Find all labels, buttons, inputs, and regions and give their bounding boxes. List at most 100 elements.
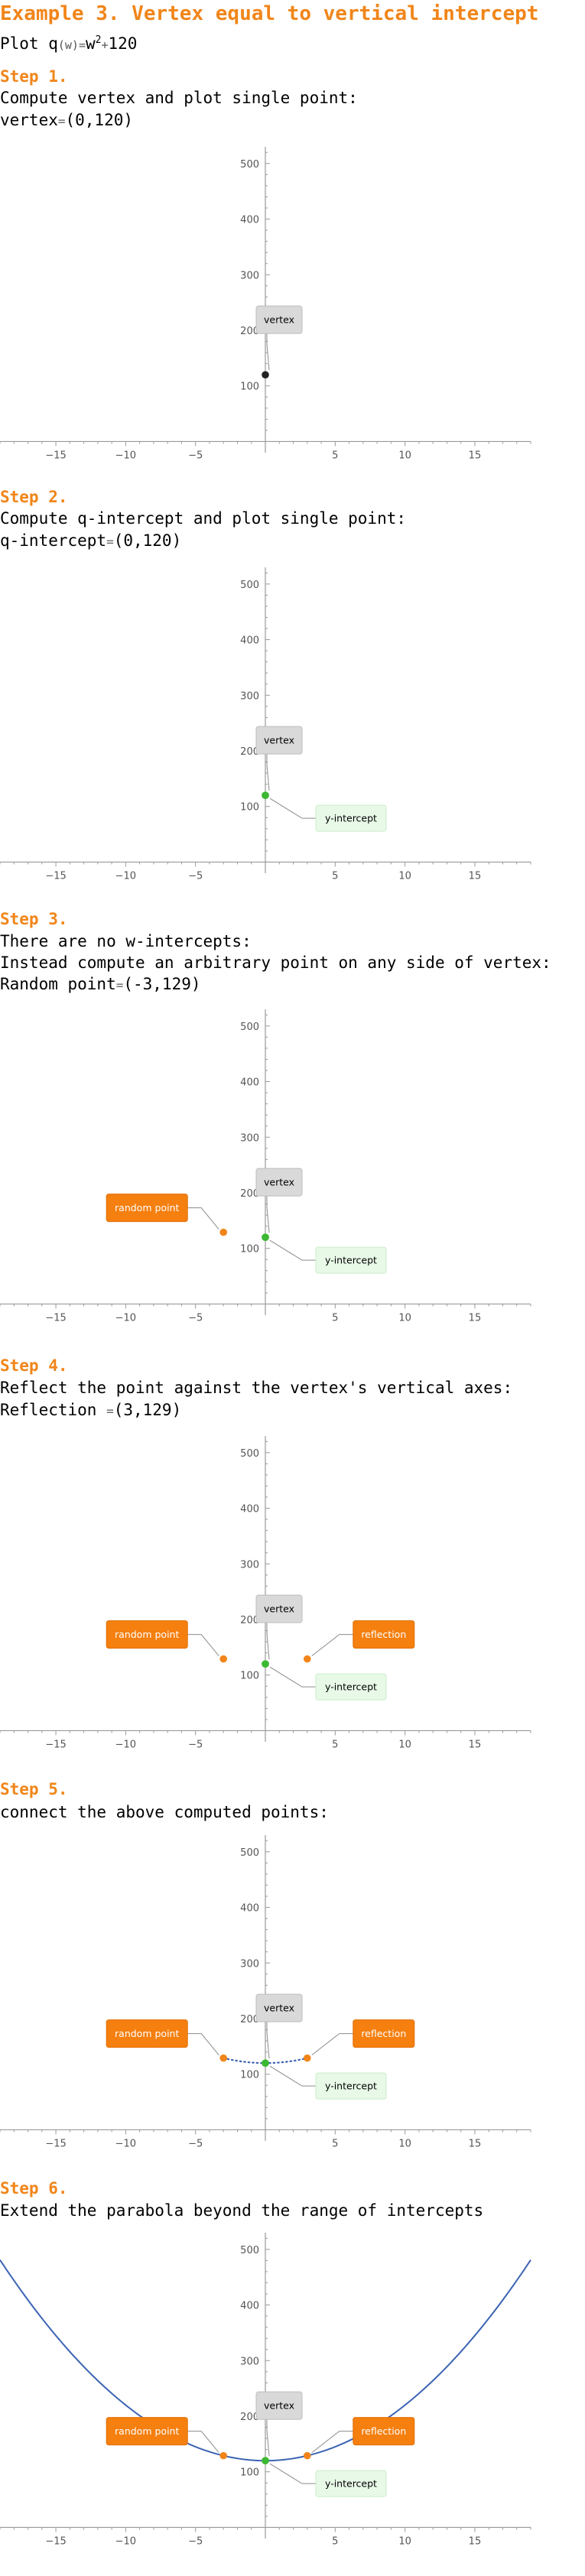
callout-box (315, 804, 387, 832)
callout-label: y-intercept (325, 2478, 377, 2490)
y-tick-label: 100 (240, 1244, 259, 1256)
data-point (219, 1655, 228, 1663)
callout-connector (266, 1196, 270, 1233)
y-tick-label: 400 (240, 2301, 259, 2312)
chart-step-1: −15 −10 −5 5 10 15 100 200 300 400 500 vertex (0, 147, 531, 461)
callout-label: vertex (264, 1603, 294, 1615)
callout-connector (266, 754, 270, 791)
rhs-constant: 120 (108, 34, 138, 53)
x-tick-label: −5 (188, 450, 203, 461)
data-point (262, 2457, 269, 2464)
x-tick-label: −5 (188, 2138, 203, 2149)
result-name: vertex (0, 111, 58, 129)
callout-label: vertex (264, 735, 294, 746)
callout-label: reflection (361, 2425, 406, 2437)
x-tick-label: 5 (332, 1739, 338, 1750)
callout-box (106, 2417, 188, 2446)
callout-box (106, 2019, 188, 2048)
x-tick-label: −10 (115, 870, 136, 882)
x-tick-label: 5 (332, 2138, 338, 2149)
callout-label: random point (115, 1202, 179, 1213)
step-4-label: Step 4. (0, 1356, 68, 1375)
chart-step-3: −15 −10 −5 5 10 15 100 200 300 400 500 vertex y-inte… (0, 1009, 531, 1324)
data-point (262, 791, 269, 799)
callout-connector (187, 2033, 219, 2055)
result-value: (-3,129) (123, 975, 201, 993)
x-tick-label: −10 (115, 450, 136, 461)
x-tick-label: 10 (398, 1739, 411, 1750)
y-tick-label: 200 (240, 2014, 259, 2025)
data-point (303, 1655, 311, 1663)
x-tick-label: −5 (188, 1739, 203, 1750)
callout-connector (187, 2431, 219, 2453)
callout-box (255, 726, 303, 755)
callout-box (106, 1194, 188, 1223)
callout-label: reflection (361, 1629, 406, 1640)
y-tick-label: 500 (240, 1448, 259, 1460)
step-6-label: Step 6. (0, 2179, 68, 2198)
callout-connector (311, 1634, 353, 1657)
y-tick-label: 100 (240, 802, 259, 814)
callout-box (315, 2470, 387, 2497)
callout-connector (266, 2419, 270, 2457)
function-name: Plot q (0, 34, 58, 53)
function-arg: (w) (57, 38, 79, 52)
callout-box (255, 1168, 303, 1197)
result-value: (0,120) (65, 111, 134, 129)
plus-sign: + (101, 38, 109, 52)
x-tick-label: −15 (45, 2138, 66, 2149)
y-tick-label: 100 (240, 2467, 259, 2479)
chart-step-4: −15 −10 −5 5 10 15 100 200 300 400 500 vertex y-inte… (0, 1436, 531, 1750)
equals-sign: = (78, 38, 86, 52)
y-tick-label: 100 (240, 1671, 259, 1682)
step-2-result: q-intercept=(0,120) (0, 529, 181, 554)
x-tick-label: 5 (332, 1312, 338, 1324)
step-1-label: Step 1. (0, 67, 68, 86)
step-1-result: vertex=(0,120) (0, 109, 133, 133)
y-tick-label: 100 (240, 382, 259, 393)
callout-connector (187, 1207, 219, 1230)
x-tick-label: −5 (188, 1312, 203, 1324)
step-3-text-2: Instead compute an arbitrary point on an… (0, 953, 551, 972)
x-tick-label: −10 (115, 2138, 136, 2149)
callout-box (255, 2391, 303, 2420)
x-tick-label: 15 (469, 870, 482, 882)
callout-label: vertex (264, 314, 294, 326)
y-tick-label: 300 (240, 1559, 259, 1571)
y-tick-label: 400 (240, 1903, 259, 1915)
callout-label: vertex (264, 2400, 294, 2412)
callout-box (315, 2072, 387, 2100)
callout-box (315, 1246, 387, 1274)
callout-label: vertex (264, 1177, 294, 1188)
y-tick-label: 500 (240, 2245, 259, 2256)
step-1-text: Compute vertex and plot single point: (0, 89, 358, 107)
x-tick-label: 5 (332, 450, 338, 461)
result-value: (0,120) (113, 531, 182, 550)
x-tick-label: −15 (45, 450, 66, 461)
y-tick-label: 400 (240, 1077, 259, 1089)
x-tick-label: −15 (45, 870, 66, 882)
chart-step-2: −15 −10 −5 5 10 15 100 200 300 400 500 vertex y-inte… (0, 567, 531, 882)
callout-connector (266, 2022, 270, 2059)
callout-connector (311, 2431, 353, 2454)
callout-connector (311, 2033, 353, 2056)
step-2-text: Compute q-intercept and plot single poin… (0, 509, 407, 528)
callout-box (353, 2019, 415, 2048)
equals-sign: = (57, 114, 66, 128)
y-tick-label: 300 (240, 690, 259, 702)
x-tick-label: 15 (469, 450, 482, 461)
callout-label: random point (115, 2028, 179, 2039)
callout-box (255, 1993, 303, 2022)
callout-box (315, 1673, 387, 1701)
callout-label: y-intercept (325, 1255, 377, 1266)
callout-label: y-intercept (325, 2081, 377, 2092)
step-5-text: connect the above computed points: (0, 1803, 329, 1821)
callout-connector (269, 797, 316, 819)
y-tick-label: 200 (240, 1615, 259, 1626)
data-point (262, 1233, 269, 1241)
y-tick-label: 300 (240, 1132, 259, 1144)
chart-step-5: −15 −10 −5 5 10 15 100 200 300 400 500 vertex y-inte… (0, 1835, 531, 2149)
x-tick-label: 5 (332, 870, 338, 882)
data-point (303, 2054, 311, 2062)
chart-step-6: −15 −10 −5 5 10 15 100 200 300 400 500 vertex y-inte… (0, 2233, 531, 2547)
